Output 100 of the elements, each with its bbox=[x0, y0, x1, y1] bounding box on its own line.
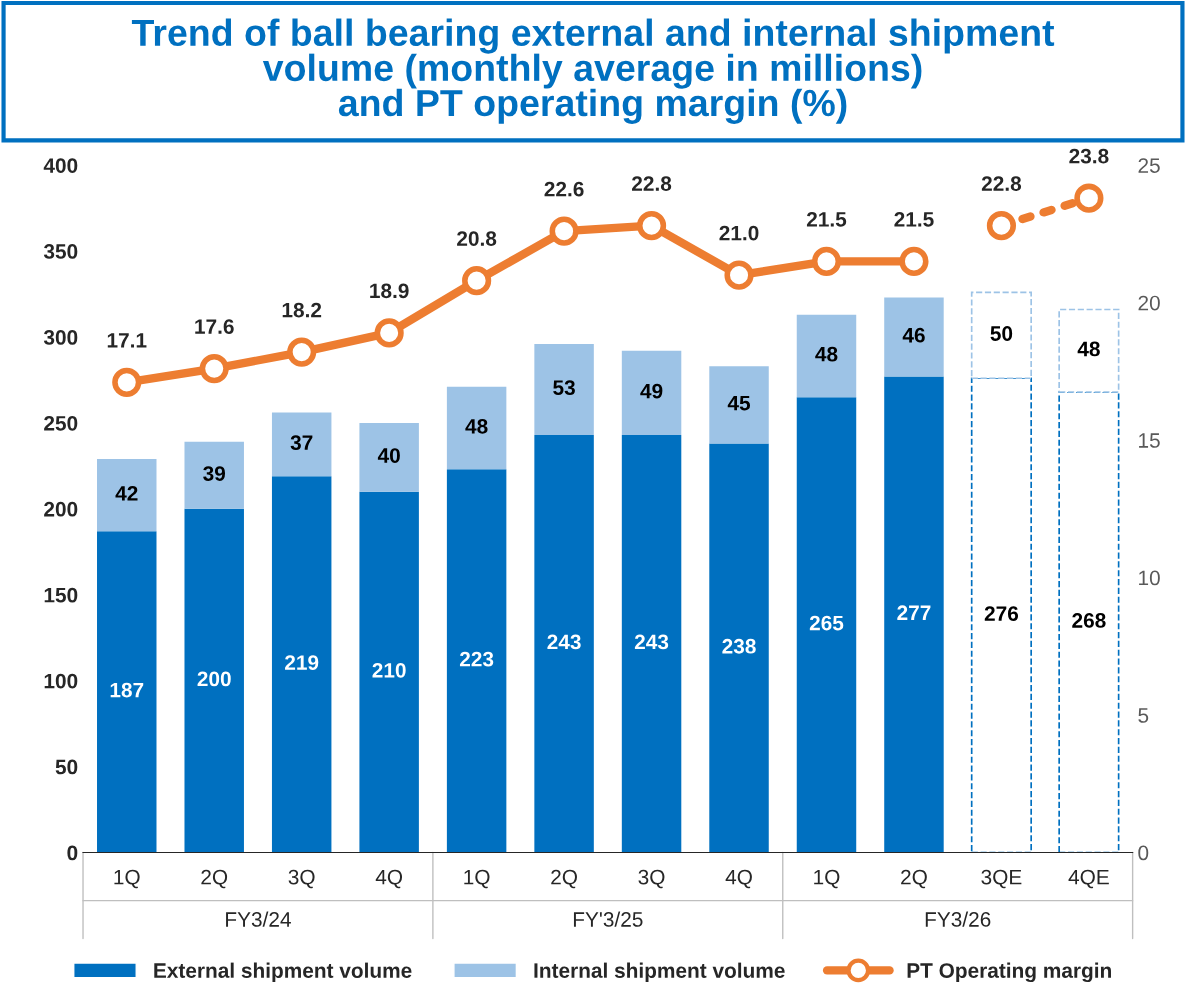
y2-tick-label: 0 bbox=[1138, 845, 1149, 861]
data-label: 50 bbox=[990, 326, 1013, 341]
bar bbox=[359, 422, 419, 492]
data-label: 48 bbox=[1077, 341, 1100, 357]
bar bbox=[796, 314, 857, 398]
point bbox=[986, 211, 1017, 241]
legend-label: Internal shipment volume bbox=[534, 962, 785, 983]
bar bbox=[446, 386, 507, 470]
data-label: 48 bbox=[815, 346, 838, 362]
data-label: 219 bbox=[285, 655, 319, 670]
point bbox=[374, 318, 404, 348]
text: FY3/26 bbox=[925, 911, 991, 927]
data-label: 17.6 bbox=[195, 319, 234, 334]
data-label: 22.8 bbox=[632, 176, 672, 191]
data-label: 21.5 bbox=[894, 211, 934, 227]
point bbox=[462, 266, 492, 296]
y2-tick-label: 15 bbox=[1139, 433, 1160, 448]
bar bbox=[621, 350, 682, 435]
point bbox=[724, 260, 754, 290]
x-tick-label: 1Q bbox=[114, 869, 140, 889]
data-label: 21.5 bbox=[806, 211, 847, 227]
point bbox=[287, 337, 317, 367]
chart-title: Trend of ball bearing external and internal shipment volume (monthly average in millions) and PT operating margin (%) bbox=[131, 18, 1055, 124]
point bbox=[112, 367, 142, 397]
y-tick-label: 350 bbox=[43, 244, 78, 259]
y-tick-label: 300 bbox=[43, 330, 78, 345]
data-label: 23.8 bbox=[1069, 148, 1109, 164]
data-label: 48 bbox=[465, 418, 488, 434]
data-label: 18.2 bbox=[282, 302, 322, 318]
x-tick-label: 4Q bbox=[725, 869, 752, 889]
text: FY'3/25 bbox=[573, 911, 643, 927]
data-label: 21.0 bbox=[719, 225, 759, 241]
point bbox=[899, 246, 929, 276]
data-label: 276 bbox=[984, 606, 1019, 621]
y-tick-label: 400 bbox=[43, 158, 78, 173]
data-label: 42 bbox=[115, 485, 138, 501]
data-label: 46 bbox=[902, 327, 925, 343]
bar bbox=[446, 469, 507, 853]
y-tick-label: 0 bbox=[67, 845, 78, 861]
data-label: 268 bbox=[1072, 613, 1106, 628]
data-label: 210 bbox=[372, 662, 406, 678]
y2-tick-label: 25 bbox=[1138, 158, 1160, 173]
x-tick-label: 3Q bbox=[638, 869, 665, 889]
bar bbox=[796, 397, 857, 853]
x-tick-label: 2Q bbox=[551, 869, 577, 889]
y2-tick-label: 20 bbox=[1138, 295, 1160, 311]
bar bbox=[184, 441, 244, 509]
data-label: 20.8 bbox=[457, 231, 497, 246]
data-label: 200 bbox=[197, 671, 231, 687]
x-tick-label: 4Q bbox=[375, 869, 403, 889]
data-label: 40 bbox=[377, 448, 400, 463]
x-tick-label: 3QE bbox=[981, 869, 1022, 889]
y2-tick-label: 5 bbox=[1138, 708, 1149, 723]
bar bbox=[884, 376, 944, 853]
x-tick-label: 1Q bbox=[814, 869, 840, 889]
x-tick-label: 2Q bbox=[201, 869, 228, 889]
data-label: 265 bbox=[809, 615, 844, 631]
data-label: 53 bbox=[553, 380, 575, 396]
text: FY3/24 bbox=[226, 911, 291, 927]
legend-label: External shipment volume bbox=[154, 962, 412, 983]
data-label: 49 bbox=[640, 383, 663, 399]
y-tick-label: 50 bbox=[55, 759, 78, 775]
bar bbox=[709, 443, 769, 853]
bar bbox=[271, 412, 332, 477]
x-tick-label: 2Q bbox=[901, 869, 927, 889]
x-tick-label: 3Q bbox=[288, 869, 315, 889]
data-label: 17.1 bbox=[107, 333, 147, 348]
data-label: 37 bbox=[290, 435, 313, 451]
bar bbox=[534, 434, 594, 853]
data-label: 277 bbox=[897, 605, 931, 620]
data-label: 187 bbox=[110, 682, 144, 698]
bar bbox=[97, 459, 157, 532]
data-label: 18.9 bbox=[370, 283, 409, 299]
x-tick-label: 1Q bbox=[464, 869, 490, 889]
point bbox=[1074, 183, 1104, 213]
data-label: 223 bbox=[459, 651, 494, 667]
legend-label: PT Operating margin bbox=[907, 962, 1111, 983]
point bbox=[811, 246, 842, 276]
bar bbox=[271, 476, 332, 853]
data-label: 243 bbox=[547, 634, 581, 650]
point bbox=[549, 216, 579, 246]
bar bbox=[184, 508, 244, 853]
point bbox=[636, 211, 667, 241]
data-label: 238 bbox=[722, 638, 756, 654]
y2-tick-label: 10 bbox=[1139, 570, 1160, 586]
bar bbox=[709, 366, 769, 444]
y-tick-label: 200 bbox=[44, 501, 78, 517]
bar bbox=[884, 297, 944, 377]
bar bbox=[534, 343, 594, 435]
data-label: 39 bbox=[203, 466, 226, 481]
point bbox=[199, 354, 229, 384]
bar bbox=[621, 434, 682, 853]
data-label: 22.8 bbox=[981, 176, 1022, 191]
data-label: 243 bbox=[634, 634, 669, 650]
data-label: 22.6 bbox=[544, 181, 584, 197]
y-tick-label: 250 bbox=[44, 415, 78, 431]
bar bbox=[97, 531, 157, 853]
data-label: 45 bbox=[727, 395, 751, 411]
bar bbox=[359, 491, 419, 853]
y-tick-label: 150 bbox=[44, 587, 78, 603]
